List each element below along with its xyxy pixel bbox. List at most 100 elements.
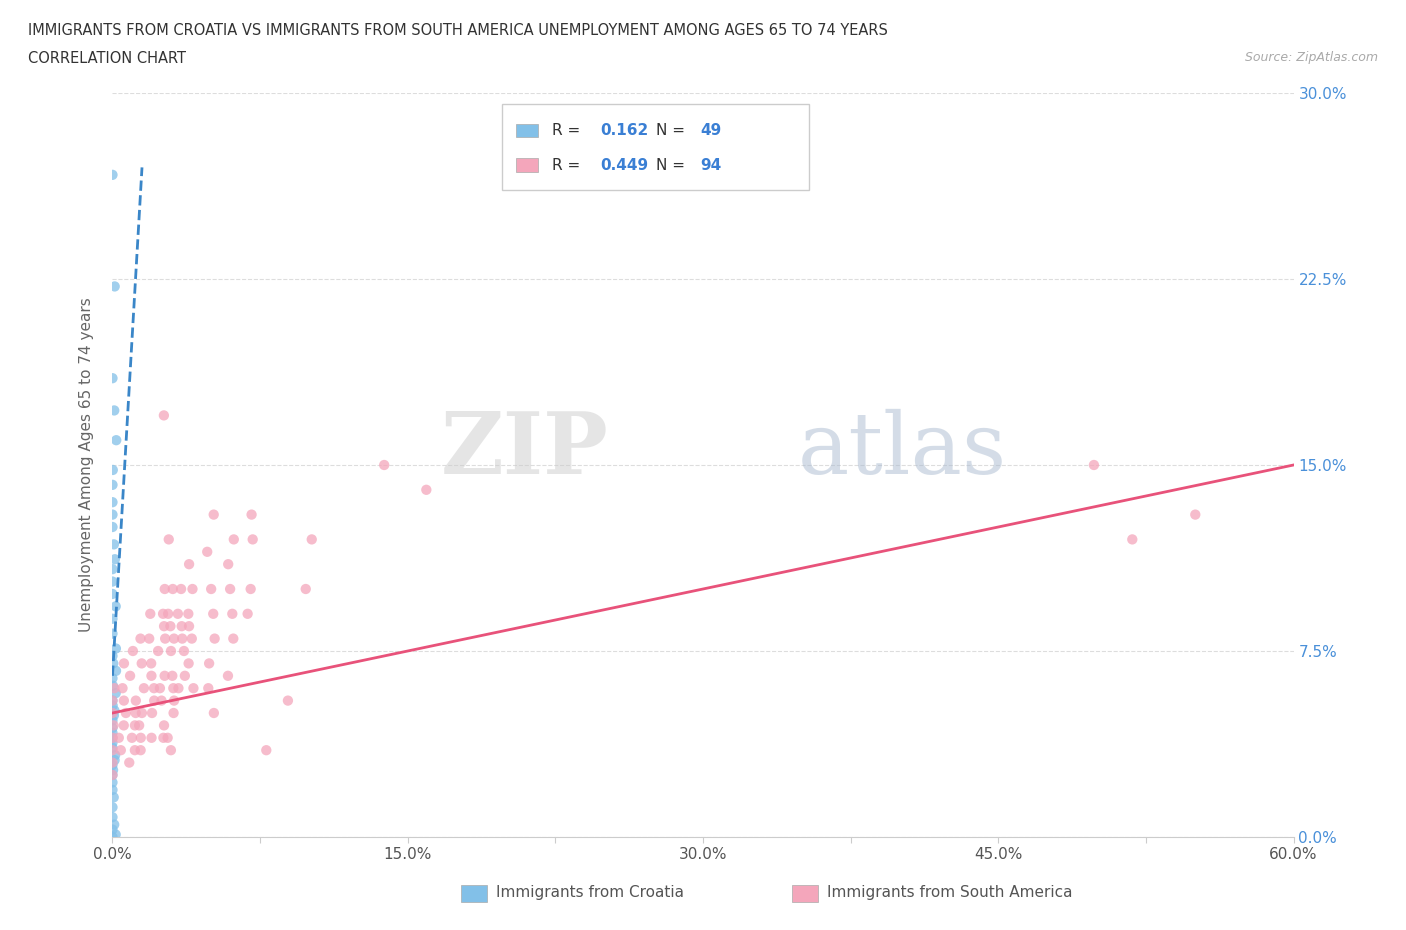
Point [101, 730, 124, 745]
Point [101, 800, 124, 815]
Point [104, 279, 127, 294]
Point [202, 606, 225, 621]
Point [101, 767, 124, 782]
Point [222, 532, 245, 547]
Point [101, 775, 124, 790]
Point [101, 763, 124, 777]
Point [152, 730, 174, 745]
Text: Immigrants from South America: Immigrants from South America [827, 885, 1073, 900]
Text: 0.449: 0.449 [600, 158, 648, 173]
Point [160, 644, 183, 658]
Point [240, 507, 263, 522]
Point [159, 618, 181, 633]
Point [131, 706, 153, 721]
Point [373, 458, 395, 472]
Point [101, 698, 124, 713]
Point [162, 669, 184, 684]
Text: CORRELATION CHART: CORRELATION CHART [28, 51, 186, 66]
Point [125, 693, 148, 708]
Point [115, 706, 138, 721]
Bar [461, 885, 486, 902]
Point [221, 606, 243, 621]
Point [181, 581, 204, 596]
Point [101, 693, 124, 708]
Point [183, 681, 205, 696]
Point [101, 730, 124, 745]
Point [112, 718, 135, 733]
Point [150, 693, 173, 708]
Point [104, 827, 127, 842]
Text: atlas: atlas [797, 408, 1007, 492]
Point [101, 743, 124, 758]
Point [103, 656, 125, 671]
Point [132, 681, 155, 696]
Point [101, 758, 124, 773]
Point [112, 656, 135, 671]
Point [1121, 532, 1143, 547]
Text: 94: 94 [700, 158, 721, 173]
Point [180, 631, 202, 646]
Point [101, 830, 124, 844]
Point [139, 606, 162, 621]
Point [146, 644, 169, 658]
Bar [516, 158, 537, 172]
Point [103, 790, 125, 804]
Point [101, 713, 124, 728]
Point [101, 611, 124, 626]
Point [103, 403, 125, 418]
Point [104, 551, 127, 566]
Point [112, 693, 135, 708]
Point [111, 681, 134, 696]
Point [177, 618, 200, 633]
Point [101, 678, 124, 693]
Point [101, 725, 124, 740]
Point [103, 708, 125, 723]
Point [101, 371, 124, 386]
Point [239, 581, 262, 596]
Point [101, 167, 124, 182]
Point [254, 743, 277, 758]
Text: Immigrants from Croatia: Immigrants from Croatia [496, 885, 685, 900]
Point [294, 581, 316, 596]
Point [277, 693, 299, 708]
Point [101, 736, 124, 751]
Point [105, 432, 128, 447]
Point [162, 581, 184, 596]
Point [110, 743, 132, 758]
Text: 0.162: 0.162 [600, 123, 648, 138]
Point [163, 631, 186, 646]
Point [173, 669, 195, 684]
Point [170, 581, 193, 596]
Point [236, 606, 259, 621]
Point [101, 740, 124, 755]
Point [107, 730, 129, 745]
Point [157, 606, 180, 621]
Point [103, 681, 125, 696]
Point [156, 730, 179, 745]
Point [101, 587, 124, 602]
Point [197, 681, 219, 696]
Point [101, 706, 124, 721]
Y-axis label: Unemployment Among Ages 65 to 74 years: Unemployment Among Ages 65 to 74 years [79, 298, 94, 632]
Point [101, 810, 124, 825]
Point [163, 693, 186, 708]
Point [101, 767, 124, 782]
Point [122, 644, 145, 658]
Point [143, 681, 166, 696]
Point [162, 706, 184, 721]
Point [217, 557, 239, 572]
Point [104, 641, 127, 656]
Point [195, 544, 218, 559]
Point [103, 537, 125, 551]
Point [124, 743, 146, 758]
Point [167, 606, 190, 621]
Point [177, 656, 200, 671]
Point [121, 730, 143, 745]
Point [104, 599, 127, 614]
Point [172, 631, 194, 646]
Bar [792, 885, 817, 902]
Point [160, 743, 183, 758]
Point [129, 631, 152, 646]
Point [104, 685, 127, 700]
Point [153, 669, 176, 684]
